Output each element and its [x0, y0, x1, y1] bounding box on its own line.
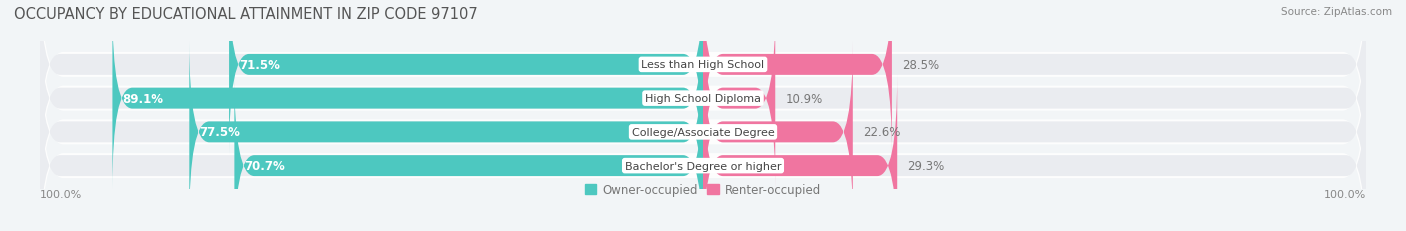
FancyBboxPatch shape: [41, 27, 1365, 231]
FancyBboxPatch shape: [703, 42, 853, 223]
FancyBboxPatch shape: [703, 42, 1365, 223]
FancyBboxPatch shape: [229, 0, 703, 155]
Text: High School Diploma: High School Diploma: [645, 94, 761, 104]
FancyBboxPatch shape: [41, 0, 1365, 170]
Text: Less than High School: Less than High School: [641, 60, 765, 70]
Text: 70.7%: 70.7%: [245, 159, 285, 172]
Text: 100.0%: 100.0%: [41, 189, 83, 199]
Text: 22.6%: 22.6%: [863, 126, 900, 139]
FancyBboxPatch shape: [703, 0, 1365, 155]
Text: 89.1%: 89.1%: [122, 92, 163, 105]
FancyBboxPatch shape: [703, 8, 1365, 189]
Text: College/Associate Degree: College/Associate Degree: [631, 127, 775, 137]
FancyBboxPatch shape: [235, 76, 703, 231]
Text: OCCUPANCY BY EDUCATIONAL ATTAINMENT IN ZIP CODE 97107: OCCUPANCY BY EDUCATIONAL ATTAINMENT IN Z…: [14, 7, 478, 22]
Text: 77.5%: 77.5%: [200, 126, 240, 139]
FancyBboxPatch shape: [190, 42, 703, 223]
FancyBboxPatch shape: [41, 61, 1365, 231]
Text: Source: ZipAtlas.com: Source: ZipAtlas.com: [1281, 7, 1392, 17]
Text: 100.0%: 100.0%: [1323, 189, 1365, 199]
FancyBboxPatch shape: [41, 8, 703, 189]
Text: 10.9%: 10.9%: [785, 92, 823, 105]
FancyBboxPatch shape: [703, 0, 891, 155]
FancyBboxPatch shape: [41, 0, 1365, 204]
Text: 28.5%: 28.5%: [901, 59, 939, 72]
FancyBboxPatch shape: [703, 8, 775, 189]
FancyBboxPatch shape: [703, 76, 897, 231]
Text: 29.3%: 29.3%: [907, 159, 945, 172]
FancyBboxPatch shape: [41, 76, 703, 231]
Legend: Owner-occupied, Renter-occupied: Owner-occupied, Renter-occupied: [579, 179, 827, 201]
FancyBboxPatch shape: [112, 8, 703, 189]
FancyBboxPatch shape: [703, 76, 1365, 231]
Text: Bachelor's Degree or higher: Bachelor's Degree or higher: [624, 161, 782, 171]
FancyBboxPatch shape: [41, 0, 703, 155]
FancyBboxPatch shape: [41, 42, 703, 223]
Text: 71.5%: 71.5%: [239, 59, 280, 72]
